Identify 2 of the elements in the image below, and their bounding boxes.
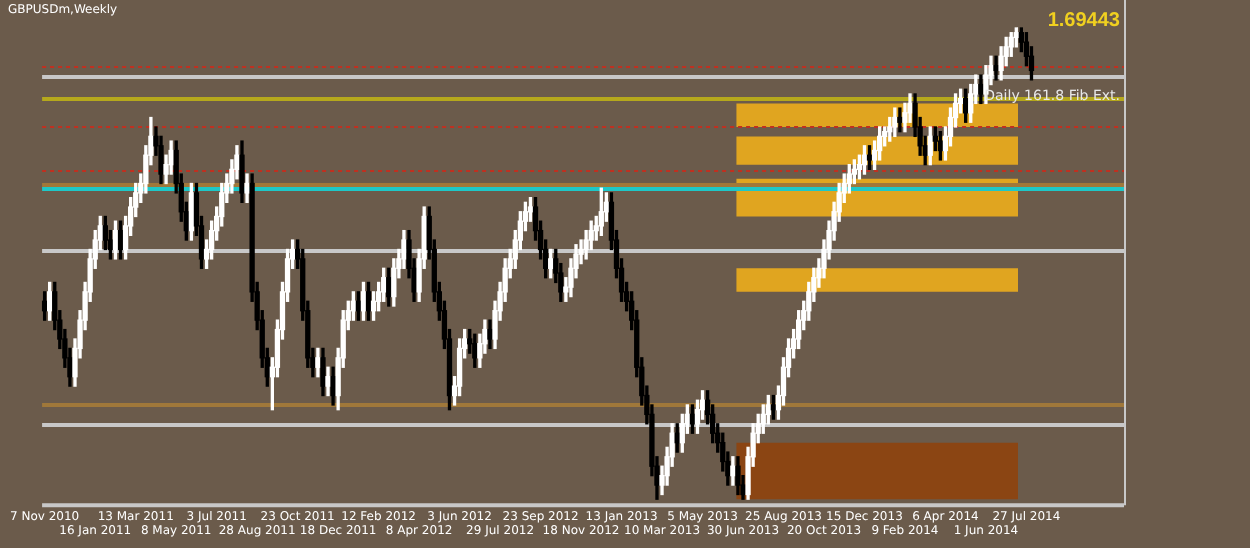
text: 1.69443 <box>1047 9 1121 32</box>
candlestick <box>897 107 903 133</box>
